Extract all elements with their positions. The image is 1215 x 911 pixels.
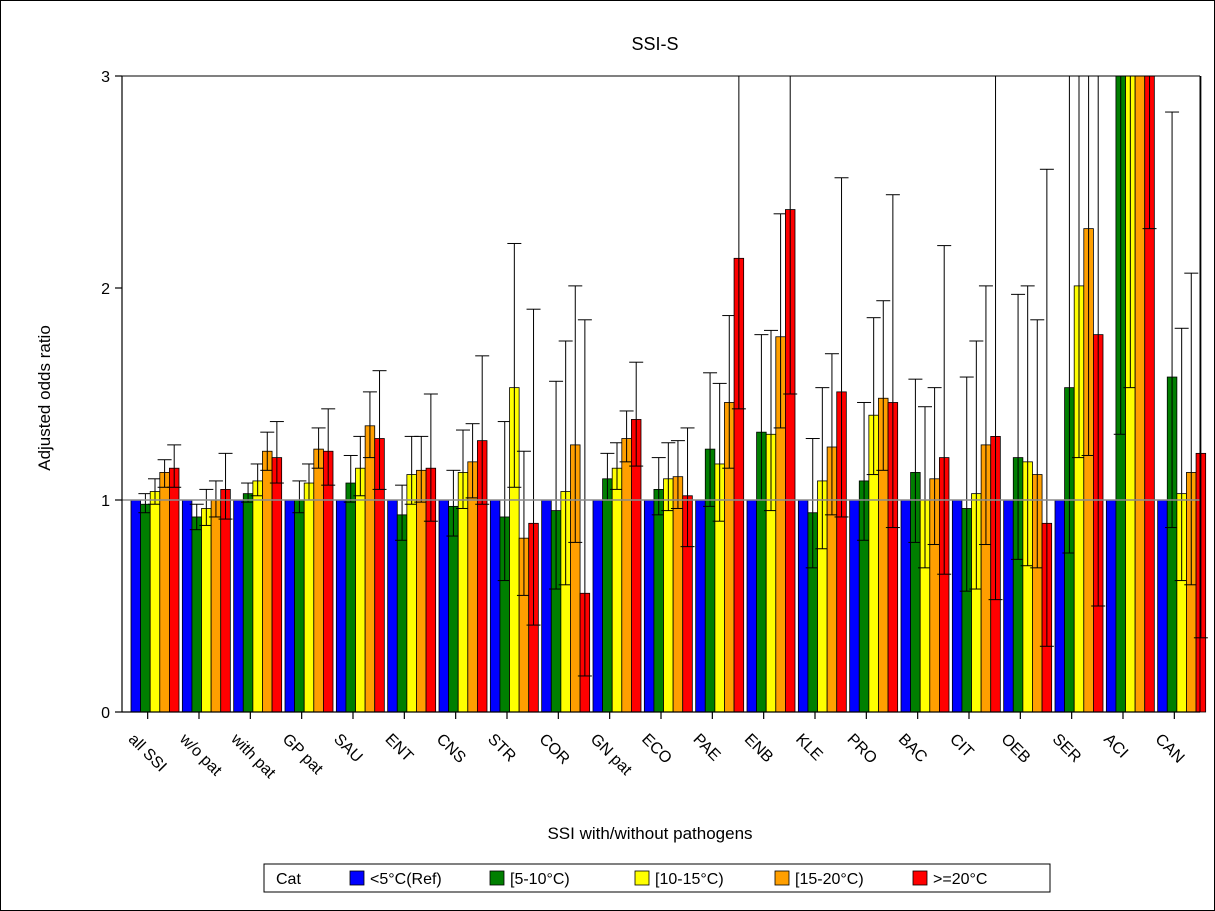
x-tick-label: CAN [1152, 731, 1188, 767]
bar [1003, 499, 1014, 713]
legend-swatch [912, 870, 928, 886]
bar [140, 503, 151, 713]
x-tick-label: BAC [895, 731, 930, 766]
bar [168, 467, 180, 713]
x-tick-label: ENT [382, 731, 417, 766]
y-axis-label: Adjusted odds ratio [35, 325, 54, 471]
legend-entry: [10-15°C) [655, 871, 724, 888]
x-tick-label: all SSI [125, 731, 170, 776]
x-tick-label: OEB [998, 731, 1034, 767]
legend-entry: <5°C(Ref) [370, 871, 442, 888]
y-tick-label: 0 [101, 705, 110, 722]
bar [448, 505, 459, 713]
bar [541, 499, 552, 713]
legend-swatch [489, 870, 505, 886]
bar [220, 488, 231, 713]
bar [396, 514, 408, 713]
bar [294, 499, 305, 713]
bar [621, 438, 632, 713]
x-tick-label: ENB [741, 731, 776, 766]
legend-entry: >=20°C [933, 871, 987, 888]
x-tick-label: ECO [638, 731, 675, 768]
bar [951, 499, 963, 713]
bar [322, 450, 334, 713]
bar [1054, 499, 1066, 713]
bar [149, 491, 161, 713]
legend-swatch [634, 870, 650, 886]
bar [355, 467, 366, 713]
bar [797, 499, 809, 713]
x-tick-label: COR [536, 731, 573, 768]
legend: Cat <5°C(Ref) [5-10°C) [10-15°C) [15-20°C) >=… [263, 863, 1051, 893]
bar [191, 516, 202, 713]
y-tick-label: 2 [101, 281, 110, 298]
bar [663, 478, 674, 713]
y-tick-label: 1 [101, 493, 110, 510]
bar [364, 425, 376, 713]
x-tick-label: w/o pat [175, 730, 225, 780]
bar [438, 499, 450, 713]
bar [284, 499, 296, 713]
bar [313, 448, 324, 713]
bar [252, 480, 263, 713]
legend-swatch [349, 870, 365, 886]
bar [849, 499, 860, 713]
bar [672, 476, 684, 713]
legend-swatch [774, 870, 790, 886]
bar [130, 499, 142, 713]
x-tick-label: STR [484, 731, 519, 766]
bar [746, 499, 758, 713]
bar [1105, 499, 1117, 713]
bar [489, 499, 501, 713]
x-tick-label: PRO [844, 731, 881, 768]
x-tick-label: SER [1049, 731, 1084, 766]
legend-entry: [15-20°C) [795, 871, 864, 888]
bar [592, 499, 604, 713]
bar [271, 457, 283, 713]
bar [900, 499, 912, 713]
bar [695, 499, 706, 713]
bar [335, 499, 347, 713]
x-tick-label: CIT [946, 731, 976, 761]
bar [181, 499, 193, 713]
bar [653, 488, 664, 713]
x-axis-label: SSI with/without pathogens [547, 824, 752, 843]
y-tick-label: 3 [101, 69, 110, 86]
bar [345, 482, 356, 713]
bar [611, 467, 623, 713]
bar [233, 499, 244, 713]
x-tick-label: PAE [690, 731, 724, 765]
bar [303, 482, 315, 713]
bar [643, 499, 655, 713]
bar [1134, 75, 1146, 713]
bar [387, 499, 398, 713]
x-tick-label: CNS [433, 731, 469, 767]
x-tick-label: GP pat [279, 731, 326, 778]
bar [602, 478, 613, 713]
legend-entry: [5-10°C) [510, 871, 570, 888]
x-tick-label: with pat [227, 730, 279, 782]
x-tick-label: GN pat [587, 731, 635, 779]
bar [159, 472, 170, 713]
bar [210, 499, 222, 713]
x-tick-label: SAU [330, 731, 365, 766]
bar [406, 474, 417, 713]
x-tick-label: ACI [1100, 731, 1131, 762]
x-tick-label: KLE [792, 731, 825, 764]
plot-area: 0 1 2 3 all SSI w/o pat with pat GP pat SAU ENT CN… [101, 69, 1208, 782]
bar [262, 450, 273, 713]
bar [416, 469, 427, 713]
bar [201, 508, 212, 713]
bar [242, 493, 254, 713]
legend-title: Cat [276, 871, 301, 888]
bar [1157, 499, 1168, 713]
chart-title: SSI-S [631, 34, 678, 54]
